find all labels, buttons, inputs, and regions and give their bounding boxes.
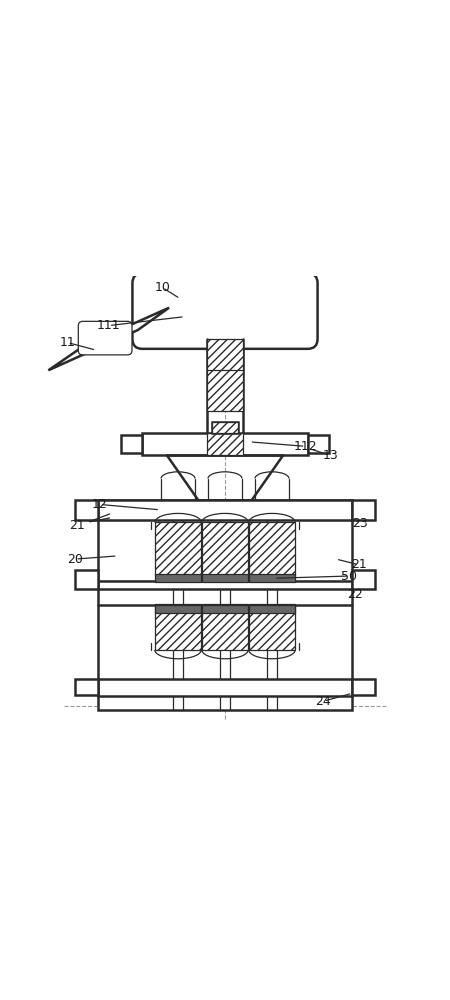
- Bar: [98, 500, 352, 710]
- Bar: [121, 435, 142, 453]
- Bar: [75, 570, 98, 589]
- Bar: [249, 574, 295, 582]
- Text: 111: 111: [97, 319, 121, 332]
- Bar: [155, 605, 201, 613]
- Bar: [98, 679, 352, 696]
- Bar: [202, 605, 248, 613]
- Text: 13: 13: [322, 449, 338, 462]
- Bar: [207, 433, 243, 455]
- Bar: [352, 679, 375, 695]
- Text: 22: 22: [347, 588, 363, 601]
- Bar: [207, 339, 243, 370]
- Bar: [212, 422, 238, 433]
- Polygon shape: [48, 308, 169, 370]
- Bar: [202, 604, 248, 650]
- Text: 11: 11: [60, 336, 76, 349]
- Text: 12: 12: [92, 498, 108, 511]
- Bar: [142, 433, 308, 455]
- Text: 24: 24: [315, 695, 331, 708]
- Bar: [249, 522, 295, 576]
- Bar: [207, 341, 243, 411]
- Bar: [75, 679, 98, 695]
- Bar: [249, 605, 295, 613]
- Text: 50: 50: [342, 570, 357, 583]
- Bar: [352, 500, 375, 520]
- Bar: [98, 500, 352, 520]
- FancyBboxPatch shape: [78, 321, 132, 355]
- Bar: [75, 500, 98, 520]
- Bar: [155, 522, 201, 576]
- Bar: [155, 604, 201, 650]
- Bar: [352, 570, 375, 589]
- Text: 10: 10: [154, 281, 171, 294]
- Bar: [98, 580, 352, 589]
- Text: 21: 21: [351, 558, 367, 571]
- Bar: [249, 604, 295, 650]
- Text: 21: 21: [70, 519, 86, 532]
- Text: 112: 112: [294, 440, 317, 453]
- Text: 20: 20: [67, 553, 83, 566]
- Text: 23: 23: [352, 517, 368, 530]
- Bar: [202, 574, 248, 582]
- Bar: [308, 435, 329, 453]
- Bar: [212, 422, 238, 433]
- Bar: [155, 574, 201, 582]
- FancyBboxPatch shape: [132, 273, 318, 349]
- Bar: [202, 522, 248, 576]
